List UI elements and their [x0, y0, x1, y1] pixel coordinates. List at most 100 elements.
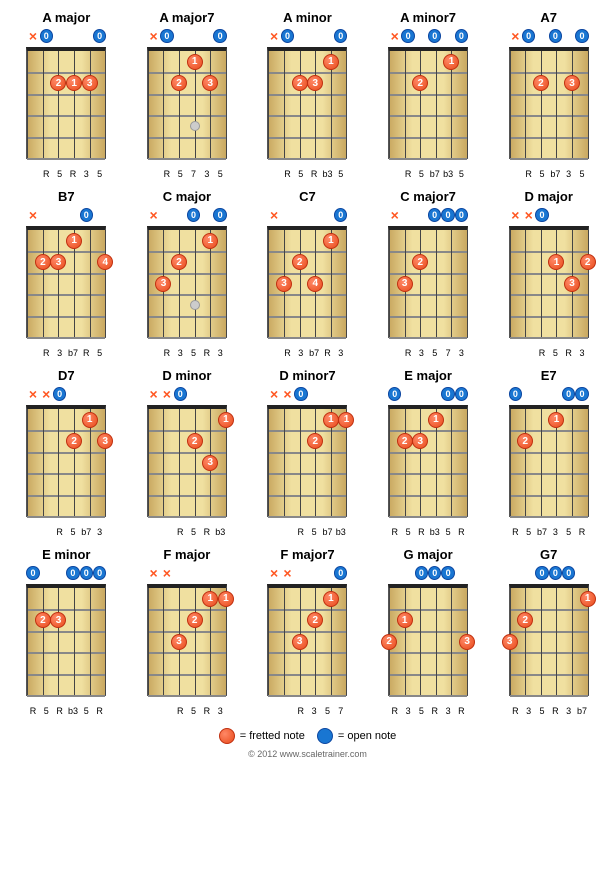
open-marker: 0 — [388, 387, 401, 401]
fret-line — [148, 294, 226, 296]
intervals: R5b735R — [509, 527, 589, 537]
fret-line — [27, 294, 105, 296]
interval-label: R — [160, 348, 173, 358]
chord-diagram: ×00023R3573 — [378, 208, 478, 358]
interval-label: 3 — [522, 706, 535, 716]
string-line — [90, 230, 91, 337]
position-marker-icon — [190, 121, 200, 131]
mute-marker: × — [267, 208, 280, 222]
open-marker: 0 — [160, 29, 173, 43]
string-line — [389, 230, 390, 337]
interval-label: R — [388, 527, 401, 537]
fret-line — [268, 495, 346, 497]
interval-label: 5 — [294, 169, 307, 179]
fret-line — [148, 430, 226, 432]
interval-label — [160, 527, 173, 537]
fret-line — [27, 137, 105, 139]
fret-line — [27, 115, 105, 117]
string-line — [268, 409, 269, 516]
fret-line — [27, 94, 105, 96]
interval-label: R — [53, 706, 66, 716]
fret-line — [389, 273, 467, 275]
chord-diagram: ××0123R357 — [257, 566, 357, 716]
string-line — [467, 230, 468, 337]
fret-line — [510, 695, 588, 697]
interval-label: 5 — [321, 706, 334, 716]
fret-line — [268, 609, 346, 611]
open-marker: 0 — [455, 387, 468, 401]
fret-line — [389, 452, 467, 454]
chord-title: E major — [404, 368, 452, 383]
fret-line — [27, 452, 105, 454]
fret-line — [148, 137, 226, 139]
interval-label: b7 — [321, 527, 334, 537]
interval-label: R — [200, 348, 213, 358]
string-line — [541, 230, 542, 337]
string-line — [389, 409, 390, 516]
intervals: R3b7R3 — [267, 348, 347, 358]
interval-label: 3 — [80, 169, 93, 179]
chord-box: E minor000023R5Rb35R — [10, 547, 123, 716]
mute-marker: × — [388, 29, 401, 43]
interval-label: 5 — [428, 348, 441, 358]
fretted-note-icon: 3 — [292, 634, 308, 650]
fret-line — [148, 695, 226, 697]
chord-title: C major — [163, 189, 211, 204]
fretted-note-icon: 1 — [323, 54, 339, 70]
interval-label — [26, 348, 39, 358]
interval-label — [267, 527, 280, 537]
string-line — [436, 588, 437, 695]
fretted-note-icon: 2 — [412, 254, 428, 270]
chord-diagram: ×00023R5b735 — [499, 29, 599, 179]
interval-label: 3 — [200, 169, 213, 179]
interval-label: 5 — [307, 527, 320, 537]
open-marker: 0 — [441, 208, 454, 222]
fretboard: 123 — [147, 405, 227, 517]
string-line — [588, 409, 589, 516]
string-line — [451, 230, 452, 337]
fret-line — [27, 674, 105, 676]
chord-box: E700012R5b735R — [492, 368, 605, 537]
string-line — [284, 409, 285, 516]
fret-line — [27, 652, 105, 654]
interval-label: 3 — [549, 527, 562, 537]
fret-line — [268, 695, 346, 697]
chord-box: A7×00023R5b735 — [492, 10, 605, 179]
fret-line — [268, 94, 346, 96]
chord-title: G7 — [540, 547, 557, 562]
interval-label: R — [80, 348, 93, 358]
fretboard: 1123 — [147, 584, 227, 696]
fret-line — [268, 251, 346, 253]
fretted-note-icon: 2 — [50, 75, 66, 91]
string-markers: ××0 — [267, 566, 347, 584]
string-line — [541, 588, 542, 695]
fret-line — [510, 609, 588, 611]
mute-marker: × — [160, 566, 173, 580]
legend-fretted: = fretted note — [219, 728, 305, 744]
interval-label: 3 — [562, 706, 575, 716]
fret-line — [148, 652, 226, 654]
string-line — [572, 588, 573, 695]
fretboard: 123 — [388, 405, 468, 517]
interval-label: b7 — [66, 348, 79, 358]
interval-label: R — [428, 706, 441, 716]
interval-label: 3 — [174, 348, 187, 358]
fret-line — [389, 674, 467, 676]
chord-box: F major××1123R5R3 — [131, 547, 244, 716]
fret-line — [148, 316, 226, 318]
string-line — [90, 588, 91, 695]
open-marker: 0 — [80, 566, 93, 580]
interval-label: b7 — [549, 169, 562, 179]
open-marker: 0 — [213, 29, 226, 43]
interval-label: 5 — [575, 169, 588, 179]
string-line — [27, 51, 28, 158]
interval-label: 5 — [214, 169, 227, 179]
fretboard: 23 — [509, 47, 589, 159]
open-marker: 0 — [575, 387, 588, 401]
string-markers: ×00 — [147, 29, 227, 47]
interval-label: R — [160, 169, 173, 179]
fretted-note-icon: 1 — [218, 412, 234, 428]
interval-label: R — [200, 527, 213, 537]
interval-label: R — [40, 348, 53, 358]
interval-label: R — [174, 706, 187, 716]
